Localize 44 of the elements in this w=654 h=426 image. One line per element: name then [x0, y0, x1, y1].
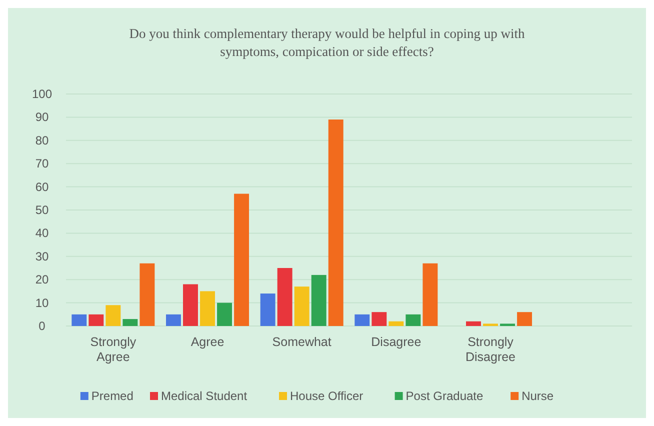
bar: [217, 302, 232, 326]
legend-label: Medical Student: [161, 389, 248, 403]
bar: [88, 314, 104, 326]
legend-label: Post Graduate: [406, 389, 484, 403]
y-tick-label: 70: [35, 156, 49, 171]
bar: [260, 294, 276, 326]
chart-title: Do you think complementary therapy would be helpful in coping up with symptoms, compication or side effects?: [129, 26, 526, 59]
y-tick-label: 10: [35, 296, 49, 310]
bar: [183, 284, 198, 326]
y-tick-label: 60: [35, 180, 49, 194]
x-tick-label: Strongly Agree: [90, 335, 137, 364]
bar: [294, 286, 310, 326]
bar: [72, 314, 87, 326]
y-tick-label: 40: [35, 226, 49, 240]
x-tick-label: Disagree: [371, 335, 422, 349]
y-tick-label: 100: [32, 87, 52, 101]
y-tick-label: 50: [35, 203, 49, 217]
y-tick-label: 30: [35, 249, 49, 264]
y-tick-label: 20: [35, 272, 49, 287]
bar: [388, 321, 404, 326]
y-tick-label: 90: [35, 110, 49, 124]
y-tick-label: 0: [38, 319, 46, 333]
bar: [106, 305, 121, 326]
bar: [200, 291, 215, 326]
bar: [166, 314, 181, 326]
legend-label: Premed: [91, 389, 134, 403]
bar: [234, 194, 250, 326]
bar: [422, 263, 438, 326]
bar: [517, 312, 532, 326]
bar: [328, 120, 344, 326]
bar: [466, 321, 481, 326]
bar: [311, 274, 326, 326]
legend-label: House Officer: [290, 389, 364, 403]
bar: [372, 312, 387, 326]
bar: [277, 268, 292, 326]
x-tick-label: Strongly Disagree: [465, 335, 516, 364]
bar: [122, 319, 138, 326]
bar: [354, 314, 370, 326]
bar: [140, 263, 155, 326]
y-tick-label: 80: [35, 133, 49, 148]
bar: [406, 314, 421, 326]
x-tick-label: Somewhat: [272, 335, 332, 349]
legend-label: Nurse: [522, 389, 554, 403]
x-tick-label: Agree: [190, 335, 224, 349]
